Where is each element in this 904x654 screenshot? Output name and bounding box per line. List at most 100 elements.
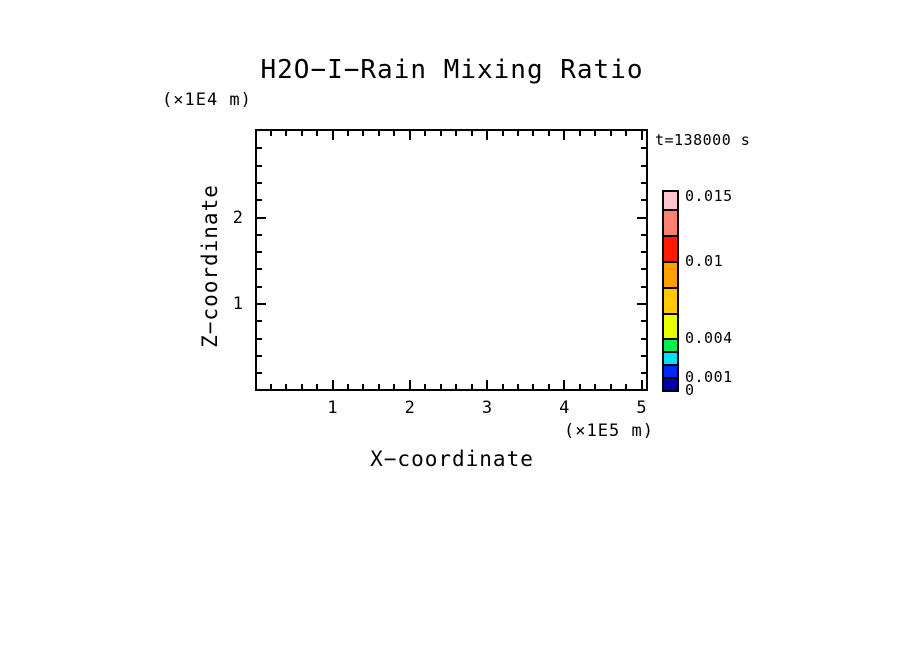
y-minor-tick <box>641 268 646 271</box>
y-minor-tick <box>641 337 646 340</box>
y-minor-tick <box>257 164 262 167</box>
x-minor-tick <box>285 384 288 389</box>
x-major-tick <box>331 380 334 389</box>
y-minor-tick <box>641 147 646 150</box>
y-minor-tick <box>257 233 262 236</box>
x-minor-tick <box>455 131 458 136</box>
x-minor-tick <box>625 384 628 389</box>
x-minor-tick <box>609 384 612 389</box>
y-minor-tick <box>257 251 262 254</box>
x-axis-unit-label: (×1E5 m) <box>564 421 654 441</box>
x-minor-tick <box>377 131 380 136</box>
y-minor-tick <box>641 199 646 202</box>
colorbar-tick-label: 0.001 <box>685 368 733 387</box>
x-major-tick <box>486 131 489 140</box>
y-major-tick <box>637 303 646 305</box>
x-minor-tick <box>501 384 504 389</box>
x-minor-tick <box>300 384 303 389</box>
x-tick-label: 5 <box>636 398 647 418</box>
x-major-tick <box>563 131 566 140</box>
x-minor-tick <box>316 384 319 389</box>
colorbar-segment <box>662 377 679 392</box>
x-minor-tick <box>625 131 628 136</box>
x-minor-tick <box>269 131 272 136</box>
x-major-tick <box>486 380 489 389</box>
colorbar-segment <box>662 351 679 366</box>
colorbar-tick-label: 0.01 <box>685 251 724 270</box>
y-minor-tick <box>641 251 646 254</box>
x-minor-tick <box>393 384 396 389</box>
x-minor-tick <box>578 131 581 136</box>
y-major-tick <box>257 303 266 305</box>
x-tick-label: 4 <box>559 398 570 418</box>
y-axis-unit-label: (×1E4 m) <box>162 90 252 110</box>
x-minor-tick <box>516 131 519 136</box>
x-minor-tick <box>285 131 288 136</box>
y-minor-tick <box>257 199 262 202</box>
y-minor-tick <box>641 320 646 323</box>
y-minor-tick <box>257 337 262 340</box>
x-minor-tick <box>439 384 442 389</box>
colorbar-segment <box>662 209 679 237</box>
x-minor-tick <box>393 131 396 136</box>
x-minor-tick <box>547 131 550 136</box>
x-minor-tick <box>362 384 365 389</box>
colorbar-segment <box>662 338 679 353</box>
colorbar-segment <box>662 313 679 340</box>
y-minor-tick <box>257 181 262 184</box>
x-minor-tick <box>594 131 597 136</box>
y-minor-tick <box>641 181 646 184</box>
y-minor-tick <box>257 372 262 375</box>
y-minor-tick <box>257 268 262 271</box>
plot-title: H2O−I−Rain Mixing Ratio <box>260 55 644 85</box>
colorbar-segment <box>662 364 679 379</box>
time-annotation: t=138000 s <box>655 131 751 149</box>
x-minor-tick <box>470 384 473 389</box>
x-minor-tick <box>532 131 535 136</box>
x-minor-tick <box>347 384 349 389</box>
x-major-tick <box>408 131 411 140</box>
x-tick-label: 1 <box>327 398 338 418</box>
y-major-tick <box>637 216 646 219</box>
y-minor-tick <box>257 320 262 323</box>
x-major-tick <box>408 380 411 389</box>
colorbar-tick-label: 0.004 <box>685 329 733 348</box>
x-minor-tick <box>594 384 597 389</box>
y-minor-tick <box>641 372 646 375</box>
colorbar-tick-label: 0 <box>685 381 695 399</box>
plot-frame <box>255 129 648 391</box>
colorbar-segment <box>662 190 679 211</box>
x-minor-tick <box>300 131 303 136</box>
y-minor-tick <box>641 354 646 357</box>
y-tick-label: 2 <box>232 207 243 228</box>
x-major-tick <box>640 131 643 140</box>
colorbar-tick-label: 0.015 <box>685 187 733 206</box>
x-minor-tick <box>439 131 442 136</box>
y-minor-tick <box>257 147 262 150</box>
y-minor-tick <box>257 285 262 288</box>
y-minor-tick <box>257 354 262 357</box>
x-minor-tick <box>609 131 612 136</box>
x-major-tick <box>331 131 334 140</box>
x-minor-tick <box>424 131 427 136</box>
x-major-tick <box>563 380 566 389</box>
y-minor-tick <box>641 285 646 288</box>
colorbar-segment <box>662 287 679 315</box>
x-minor-tick <box>455 384 458 389</box>
x-minor-tick <box>362 131 365 136</box>
x-major-tick <box>640 380 643 389</box>
x-minor-tick <box>578 384 581 389</box>
x-axis-title: X−coordinate <box>370 447 534 471</box>
x-minor-tick <box>470 131 473 136</box>
x-minor-tick <box>532 384 535 389</box>
y-tick-label: 1 <box>232 294 243 314</box>
colorbar-segment <box>662 261 679 289</box>
x-minor-tick <box>547 384 550 389</box>
y-major-tick <box>257 216 266 219</box>
x-minor-tick <box>377 384 380 389</box>
x-minor-tick <box>501 131 504 136</box>
x-minor-tick <box>347 131 349 136</box>
x-tick-label: 3 <box>481 398 493 418</box>
x-minor-tick <box>269 384 272 389</box>
